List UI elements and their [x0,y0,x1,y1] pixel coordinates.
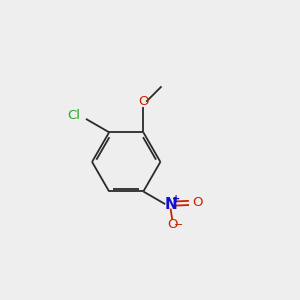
Text: −: − [174,220,184,230]
Text: N: N [164,196,177,211]
Text: Cl: Cl [67,109,80,122]
Text: O: O [138,95,148,108]
Text: O: O [192,196,202,209]
Text: O: O [167,218,178,231]
Text: +: + [172,194,180,204]
